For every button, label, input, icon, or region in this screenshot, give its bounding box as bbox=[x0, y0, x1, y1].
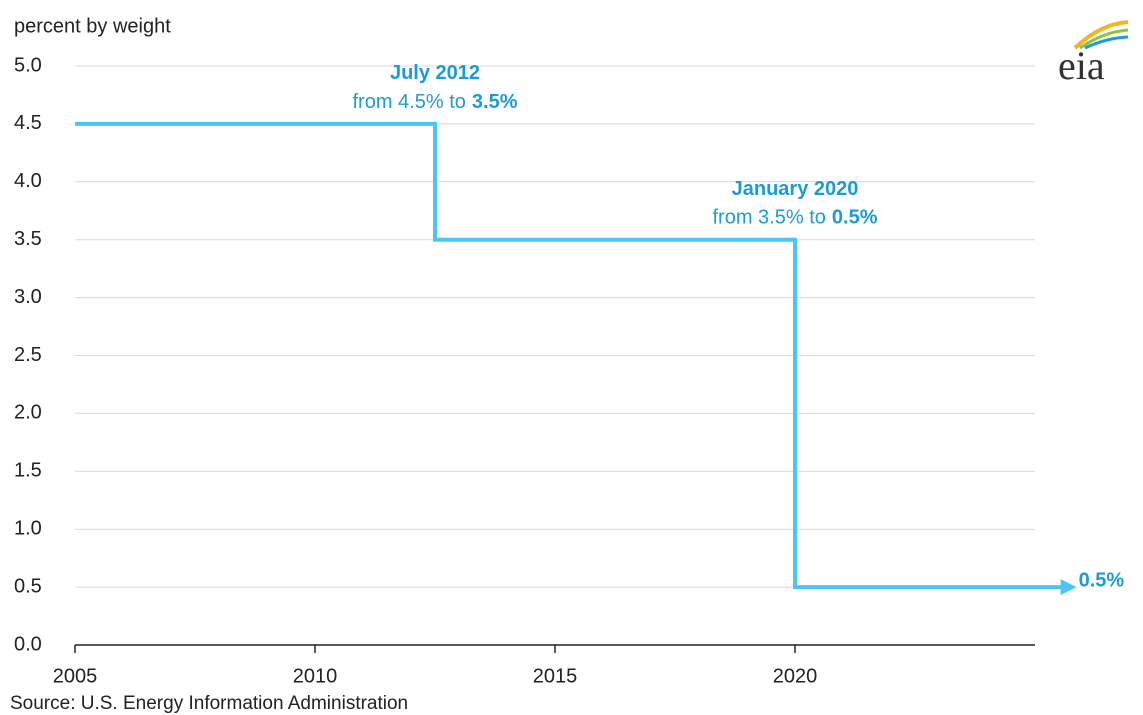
logo-arc bbox=[1079, 28, 1129, 50]
logo-text: eia bbox=[1058, 43, 1105, 88]
source: Source: U.S. Energy Information Administ… bbox=[10, 693, 408, 714]
x-tick-label: 2010 bbox=[293, 665, 338, 687]
annotation-title: January 2020 bbox=[732, 178, 859, 200]
y-axis-label: percent by weight bbox=[14, 15, 171, 37]
y-tick-label: 4.0 bbox=[14, 170, 42, 192]
y-tick-label: 2.5 bbox=[14, 344, 42, 366]
y-tick-label: 1.5 bbox=[14, 460, 42, 482]
annotation-text-part: from 4.5% to bbox=[353, 91, 466, 113]
annotation-bold: 3.5% bbox=[472, 91, 518, 113]
annotation-text-part: from 3.5% to bbox=[713, 207, 826, 229]
y-tick-label: 3.0 bbox=[14, 286, 42, 308]
annotation-title: July 2012 bbox=[390, 62, 480, 84]
y-tick-label: 4.5 bbox=[14, 112, 42, 134]
y-tick-label: 1.0 bbox=[14, 517, 42, 539]
y-tick-label: 0.5 bbox=[14, 575, 42, 597]
y-tick-label: 5.0 bbox=[14, 54, 42, 76]
annotation-bold: 0.5% bbox=[832, 207, 878, 229]
x-tick-label: 2020 bbox=[773, 665, 818, 687]
logo: eia bbox=[1058, 20, 1129, 88]
y-tick-label: 3.5 bbox=[14, 228, 42, 250]
logo-arc bbox=[1073, 20, 1129, 50]
line bbox=[75, 121, 1077, 596]
logo-arc bbox=[1084, 35, 1129, 50]
x-tick-label: 2005 bbox=[53, 665, 98, 687]
y-tick-label: 0.0 bbox=[14, 633, 42, 655]
y-tick-label: 2.0 bbox=[14, 402, 42, 424]
x-tick-label: 2015 bbox=[533, 665, 578, 687]
annotation-text: from 3.5% to 0.5% bbox=[713, 207, 878, 229]
annotation-text: from 4.5% to 3.5% bbox=[353, 91, 518, 113]
end-label: 0.5% bbox=[1079, 569, 1125, 591]
